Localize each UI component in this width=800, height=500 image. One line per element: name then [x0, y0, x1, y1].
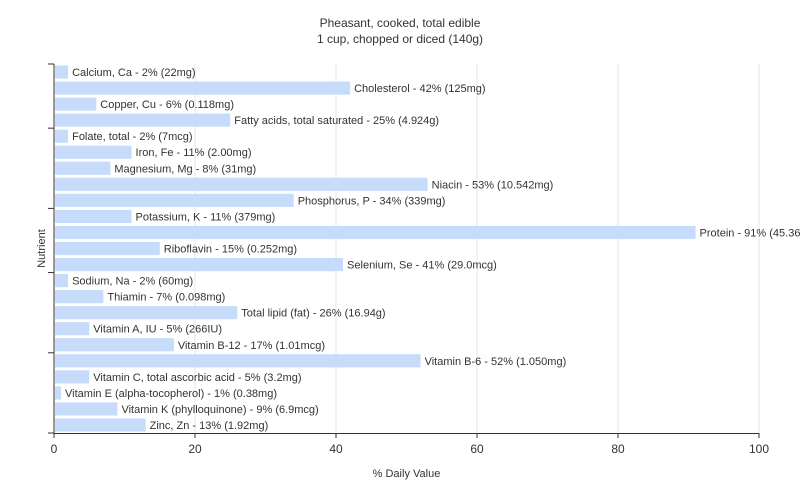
bar-label: Vitamin E (alpha-tocopherol) - 1% (0.38m… — [65, 388, 277, 400]
bar — [55, 290, 104, 304]
bar — [55, 370, 90, 384]
bar — [55, 354, 421, 368]
bar — [55, 338, 174, 352]
bar-label: Zinc, Zn - 13% (1.92mg) — [150, 420, 269, 432]
bar — [55, 65, 69, 79]
bar — [55, 418, 146, 432]
chart-title: Pheasant, cooked, total edible — [319, 16, 481, 30]
bar-label: Total lipid (fat) - 26% (16.94g) — [241, 308, 385, 320]
bar-label: Protein - 91% (45.36g) — [700, 227, 800, 239]
x-tick-label: 100 — [749, 442, 769, 456]
bar-label: Vitamin B-6 - 52% (1.050mg) — [425, 356, 567, 368]
bar — [55, 209, 132, 223]
y-axis-title: Nutrient — [36, 229, 48, 268]
bar-label: Fatty acids, total saturated - 25% (4.92… — [234, 115, 439, 127]
bar-label: Folate, total - 2% (7mcg) — [72, 131, 192, 143]
bar — [55, 386, 62, 400]
bar-label: Vitamin B-12 - 17% (1.01mcg) — [178, 340, 325, 352]
chart-subtitle: 1 cup, chopped or diced (140g) — [316, 32, 484, 46]
bar-label: Potassium, K - 11% (379mg) — [136, 211, 276, 223]
bar-label: Niacin - 53% (10.542mg) — [432, 179, 554, 191]
bar — [55, 402, 118, 416]
bar-label: Vitamin A, IU - 5% (266IU) — [93, 324, 222, 336]
bar — [55, 97, 97, 111]
x-axis-title: % Daily Value — [373, 468, 441, 480]
x-tick-label: 80 — [611, 442, 625, 456]
bar — [55, 322, 90, 336]
bar — [55, 257, 344, 272]
bar-label: Phosphorus, P - 34% (339mg) — [298, 195, 446, 207]
bar-label: Vitamin C, total ascorbic acid - 5% (3.2… — [93, 372, 301, 384]
bar — [55, 161, 111, 175]
x-tick-label: 0 — [51, 442, 58, 456]
bar-label: Selenium, Se - 41% (29.0mcg) — [347, 260, 497, 272]
bar-label: Sodium, Na - 2% (60mg) — [72, 276, 193, 288]
bar-label: Magnesium, Mg - 8% (31mg) — [114, 163, 256, 175]
bar-label: Vitamin K (phylloquinone) - 9% (6.9mcg) — [121, 404, 318, 416]
bar — [55, 113, 231, 127]
bar-label: Calcium, Ca - 2% (22mg) — [72, 67, 195, 79]
bar — [55, 177, 428, 191]
x-tick-label: 40 — [329, 442, 343, 456]
bar — [55, 225, 696, 240]
bar-label: Thiamin - 7% (0.098mg) — [107, 292, 225, 304]
bar — [55, 241, 160, 256]
bar-label: Iron, Fe - 11% (2.00mg) — [136, 147, 252, 159]
bar-label: Cholesterol - 42% (125mg) — [354, 83, 485, 95]
bar — [55, 274, 69, 288]
bar-label: Copper, Cu - 6% (0.118mg) — [100, 99, 234, 111]
bar — [55, 81, 351, 95]
bar — [55, 193, 294, 207]
bar — [55, 129, 69, 143]
bar-label: Riboflavin - 15% (0.252mg) — [164, 244, 297, 256]
bar — [55, 306, 238, 320]
x-tick-label: 60 — [470, 442, 484, 456]
x-tick-label: 20 — [188, 442, 202, 456]
bar — [55, 145, 132, 159]
